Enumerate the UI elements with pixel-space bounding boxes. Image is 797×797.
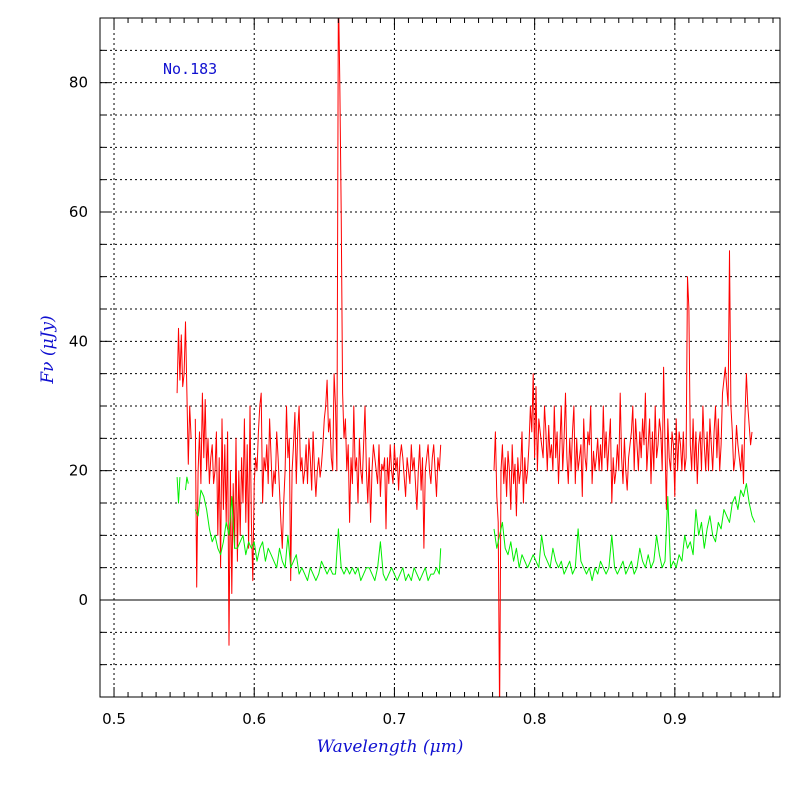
x-tick-label: 0.9 [663,710,687,728]
flux-line-segment-0 [176,321,192,465]
y-tick-label: 80 [69,74,88,92]
error-line-segment-2 [194,489,442,582]
tick-labels: 0.5 0.6 0.7 0.8 0.9 0 20 40 60 80 [69,74,687,728]
plot-frame [99,17,781,698]
error-line-segment-0 [176,477,181,504]
x-tick-label: 0.7 [383,710,407,728]
x-tick-label: 0.6 [242,710,266,728]
x-axis-title: Wavelength (μm) [317,737,464,757]
y-tick-label: 60 [69,203,88,221]
y-tick-label: 0 [78,591,88,609]
y-tick-label: 40 [69,332,88,350]
flux-line-segment-1 [194,18,442,646]
object-label: No.183 [163,60,217,78]
grid-lines [100,17,780,698]
error-line-segment-1 [185,476,189,491]
y-tick-label: 20 [69,462,88,480]
x-tick-label: 0.5 [102,710,126,728]
flux-line-segment-2 [493,250,753,697]
x-tick-label: 0.8 [523,710,547,728]
axes [99,17,781,698]
plot-area [176,18,756,697]
y-axis-title: Fν (μJy) [38,315,58,384]
error-line-segment-3 [493,483,756,582]
